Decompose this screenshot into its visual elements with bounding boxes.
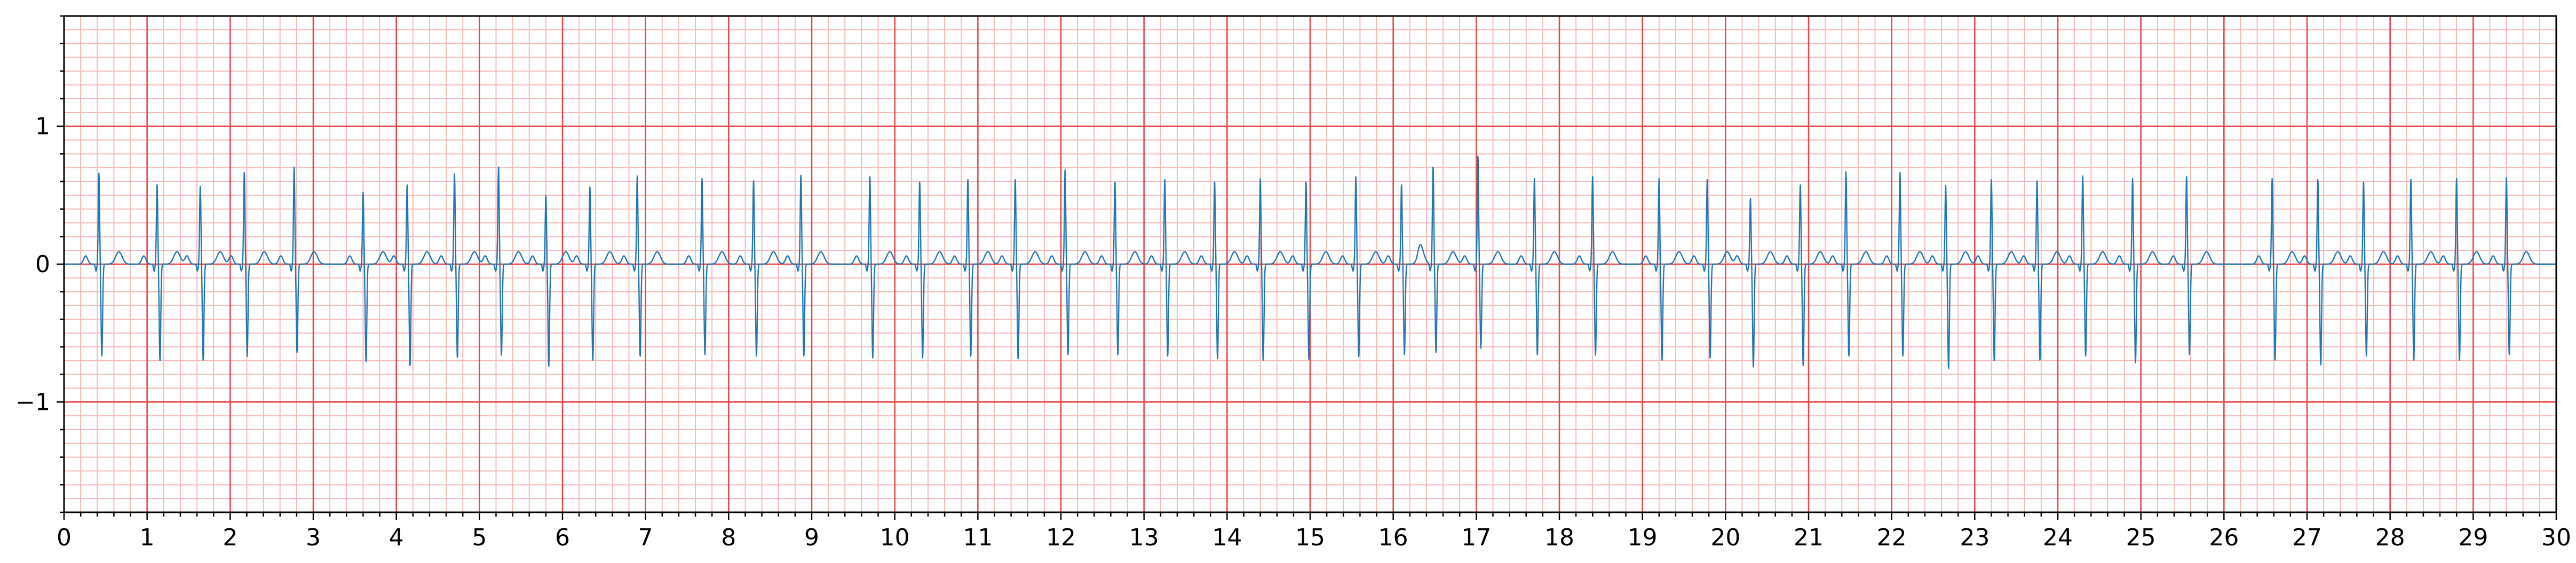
x-tick-label: 1	[140, 524, 155, 551]
trace-layer	[64, 155, 2557, 369]
x-tick-label: 24	[2043, 524, 2073, 551]
x-tick-label: 26	[2209, 524, 2239, 551]
axis-tick-labels: 0 1 2 3 4 5 6 7 8 9 10 11 12 13 14 15 16 17 18 19 20 21 22 23 24…	[15, 113, 2571, 551]
x-tick-label: 25	[2126, 524, 2156, 551]
y-tick-label: 0	[35, 251, 50, 278]
x-tick-label: 3	[306, 524, 321, 551]
x-tick-label: 29	[2458, 524, 2488, 551]
x-tick-label: 14	[1212, 524, 1242, 551]
x-tick-label: 20	[1710, 524, 1740, 551]
x-tick-label: 18	[1544, 524, 1574, 551]
x-tick-label: 30	[2541, 524, 2571, 551]
x-tick-label: 5	[472, 524, 487, 551]
x-tick-label: 0	[57, 524, 72, 551]
x-tick-label: 16	[1378, 524, 1408, 551]
x-tick-label: 21	[1794, 524, 1824, 551]
x-tick-label: 2	[223, 524, 237, 551]
x-tick-label: 8	[721, 524, 736, 551]
x-tick-label: 15	[1295, 524, 1325, 551]
x-tick-label: 6	[555, 524, 570, 551]
y-tick-label: −1	[15, 388, 50, 416]
x-tick-label: 17	[1461, 524, 1491, 551]
ecg-trace	[64, 155, 2557, 369]
x-tick-label: 12	[1046, 524, 1076, 551]
x-tick-label: 11	[963, 524, 993, 551]
x-tick-label: 23	[1960, 524, 1990, 551]
x-tick-label: 9	[804, 524, 819, 551]
axis-ticks	[57, 15, 2557, 520]
x-tick-label: 27	[2292, 524, 2322, 551]
x-tick-label: 19	[1628, 524, 1658, 551]
y-tick-label: 1	[35, 113, 50, 140]
x-tick-label: 4	[389, 524, 404, 551]
x-tick-label: 13	[1129, 524, 1159, 551]
x-tick-label: 7	[638, 524, 653, 551]
x-tick-label: 28	[2375, 524, 2405, 551]
x-tick-label: 22	[1877, 524, 1907, 551]
x-tick-label: 10	[880, 524, 910, 551]
